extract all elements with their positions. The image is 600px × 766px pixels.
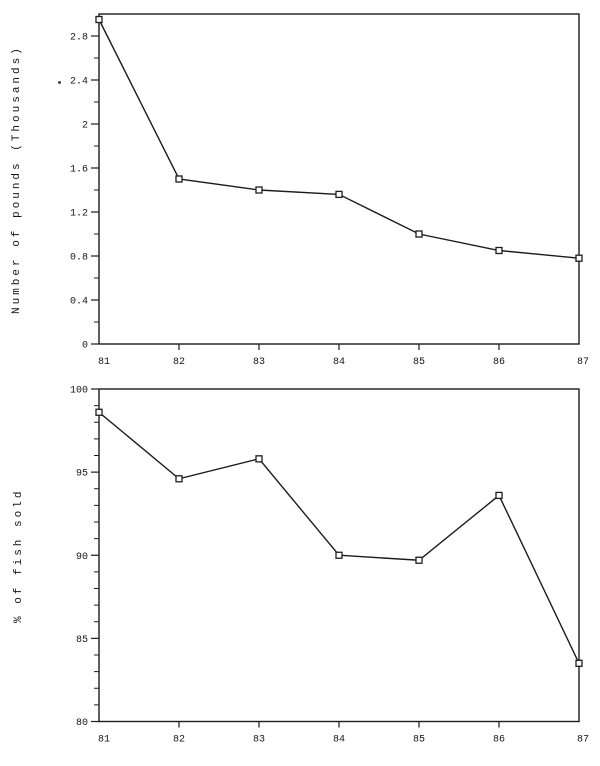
y-axis-tick-label: 0.4 — [70, 297, 88, 308]
y-axis-tick-label: 0 — [82, 341, 88, 352]
x-axis-tick-label: 84 — [333, 735, 345, 746]
series-line — [98, 19, 580, 259]
y-axis-tick-label: 0.8 — [70, 253, 88, 264]
data-point-82 — [175, 475, 183, 483]
data-point-86 — [495, 491, 503, 500]
data-point-81 — [95, 408, 103, 416]
x-axis-tick-label: 87 — [577, 357, 589, 368]
data-point-83 — [255, 186, 263, 194]
x-axis-tick-label: 81 — [98, 735, 110, 746]
x-axis-tick-label: 85 — [413, 735, 425, 746]
data-point-86 — [495, 246, 503, 255]
x-axis-tick-label: 82 — [173, 735, 185, 746]
y-axis-tick-label: 2 — [82, 121, 88, 132]
y-axis-tick-label: 1.6 — [70, 165, 88, 176]
pounds-chart-plot: 0 0.4 0.8 1.2 1.6 2 2.4 2.8 81 82 83 84 85 86 87 — [70, 13, 589, 368]
data-point-87 — [575, 659, 583, 667]
data-point-81 — [95, 15, 103, 24]
fish-sold-chart-plot: 80 85 90 95 100 81 82 83 84 85 86 87 — [70, 386, 589, 746]
plot-frame — [98, 13, 580, 345]
y-axis-tick-label: 2.4 — [70, 77, 88, 88]
data-point-85 — [415, 230, 423, 238]
y-axis-tick-label: 95 — [76, 469, 88, 480]
data-point-84 — [335, 551, 343, 559]
data-point-84 — [335, 190, 343, 199]
x-axis-tick-label: 83 — [253, 735, 265, 746]
data-point-83 — [255, 455, 263, 463]
y-axis-tick-label: 100 — [70, 386, 88, 397]
x-axis-tick-label: 84 — [333, 357, 345, 368]
x-axis-tick-label: 83 — [253, 357, 265, 368]
x-axis-tick-label: 85 — [413, 357, 425, 368]
x-axis-tick-label: 86 — [493, 735, 505, 746]
series-line — [98, 411, 580, 664]
x-axis-tick-label: 81 — [98, 357, 110, 368]
y-axis-tick-label: 90 — [76, 552, 88, 563]
scan-artifact-dot — [58, 81, 61, 84]
y-axis-tick-label: 85 — [76, 635, 88, 646]
x-axis-tick-label: 87 — [577, 735, 589, 746]
y-axis-tick-label: 2.8 — [70, 33, 88, 44]
x-axis-tick-label: 86 — [493, 357, 505, 368]
y-axis-tick-label: 1.2 — [70, 209, 88, 220]
data-point-87 — [575, 254, 583, 262]
x-axis-tick-label: 82 — [173, 357, 185, 368]
data-point-82 — [175, 175, 183, 183]
y-axis-tick-label: 80 — [76, 718, 88, 729]
data-point-85 — [415, 556, 423, 564]
